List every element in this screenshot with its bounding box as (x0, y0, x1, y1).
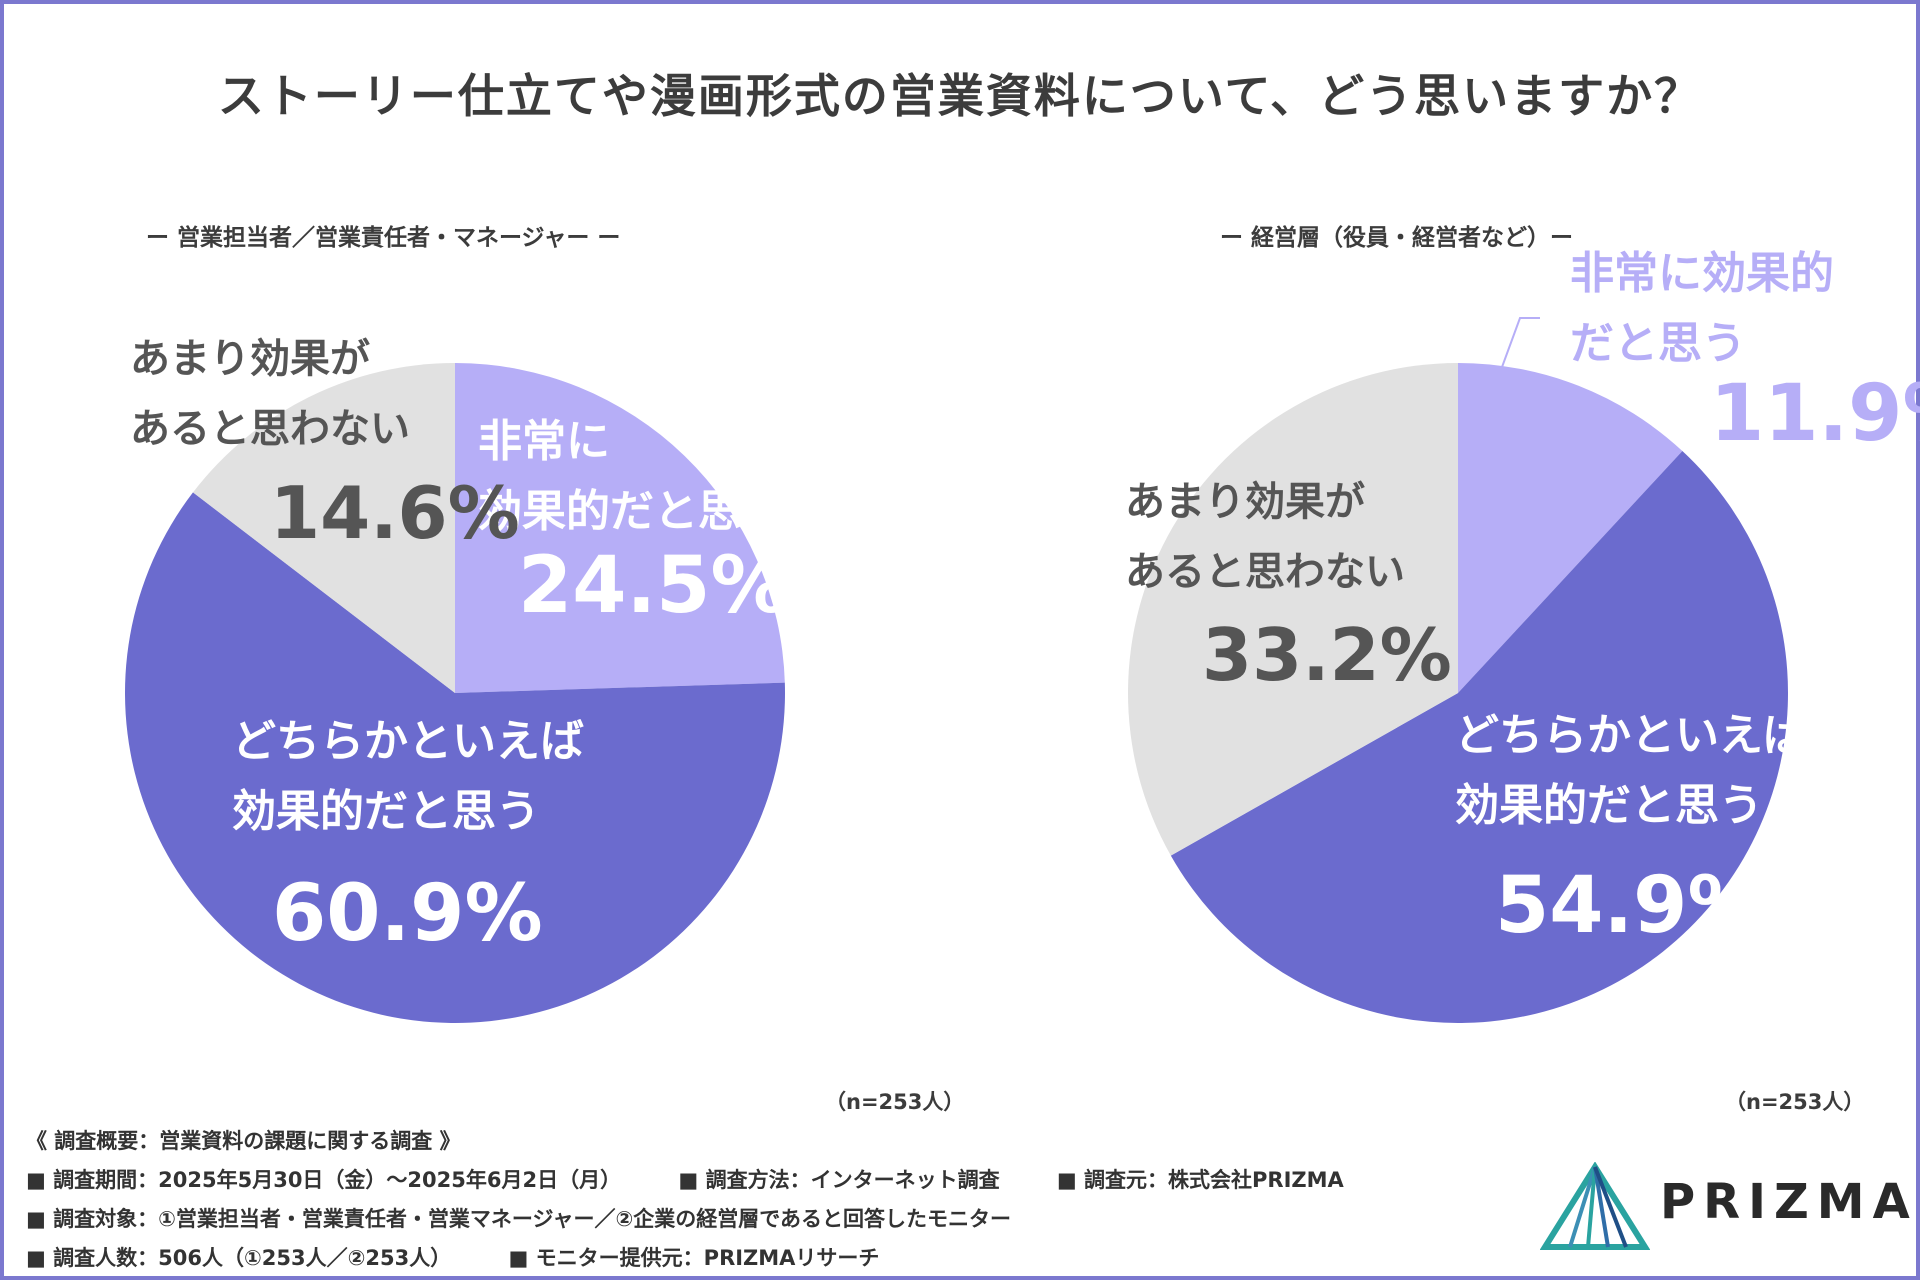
chart-2-slice-1-value: 11.9% (1710, 369, 1920, 459)
chart-2-slice-2 (1170, 451, 1789, 1024)
chart-1-slice-1 (455, 363, 785, 693)
chart-2-leader-line (1497, 317, 1540, 379)
chart-1-n-label: （n=253人） (825, 1090, 965, 1114)
survey-method: ■ 調査方法：インターネット調査 (678, 1168, 1000, 1192)
chart-1-slice-2-label-line1: どちらかといえば (232, 716, 584, 767)
chart-1-slice-1-value: 24.5% (518, 541, 789, 631)
survey-period: ■ 調査期間：2025年5月30日（金）〜2025年6月2日（月） (26, 1168, 622, 1192)
survey-heading: 《 調査概要：営業資料の課題に関する調査 》 (26, 1129, 461, 1153)
prizma-logo-icon (1539, 1161, 1651, 1250)
chart-1-slice-1-label-line2: 効果的だと思う (478, 486, 786, 537)
chart-1-slice-2-label-line2: 効果的だと思う (232, 786, 540, 837)
survey-provider: ■ モニター提供元：PRIZMAリサーチ (508, 1246, 880, 1270)
chart-2-slice-3-value: 33.2% (1202, 613, 1452, 697)
chart-2-slice-2-value: 54.9% (1495, 861, 1766, 951)
chart-2-slice-2-label-line2: 効果的だと思う (1455, 780, 1763, 831)
chart-title: ストーリー仕立てや漫画形式の営業資料について、どう思いますか？ (217, 69, 1703, 123)
chart-2-subtitle: ー 経営層（役員・経営者など）ー (1220, 225, 1574, 251)
chart-2-slice-3-label-line1: あまり効果が (1125, 479, 1365, 525)
chart-2-slice-1-label-line1: 非常に効果的 (1570, 248, 1834, 299)
chart-1-slice-1-label-line1: 非常に (478, 416, 610, 467)
chart-2-slice-3-label-line2: あると思わない (1125, 549, 1405, 595)
chart-1-slice-2-value: 60.9% (272, 869, 543, 959)
chart-2-slice-3 (1128, 362, 1458, 856)
chart-1-slice-3 (192, 363, 456, 693)
survey-summary: 《 調査概要：営業資料の課題に関する調査 》 ■ 調査期間：2025年5月30日… (26, 1122, 1394, 1278)
survey-count: ■ 調査人数：506人（①253人／②253人） (26, 1246, 452, 1270)
chart-2-n-label: （n=253人） (1725, 1090, 1865, 1114)
chart-1-subtitle: ー 営業担当者／営業責任者・マネージャー ー (146, 225, 621, 251)
chart-1-slice-2 (124, 492, 785, 1024)
chart-2-slice-1 (1458, 363, 1683, 693)
chart-1-slice-3-label-line2: あると思わない (130, 406, 410, 452)
chart-2-slice-2-label-line1: どちらかといえば (1455, 710, 1807, 761)
chart-2-slice-1-label-line2: だと思う (1570, 318, 1746, 369)
prizma-logo: PRIZMA (1539, 1161, 1910, 1252)
survey-target: ■ 調査対象：①営業担当者・営業責任者・営業マネージャー／②企業の経営層であると… (26, 1207, 1012, 1231)
prizma-logo-text: PRIZMA (1660, 1174, 1918, 1230)
chart-1-slice-3-value: 14.6% (270, 471, 520, 555)
chart-1-slice-3-label-line1: あまり効果が (130, 336, 370, 382)
survey-source: ■ 調査元：株式会社PRIZMA (1056, 1168, 1344, 1192)
